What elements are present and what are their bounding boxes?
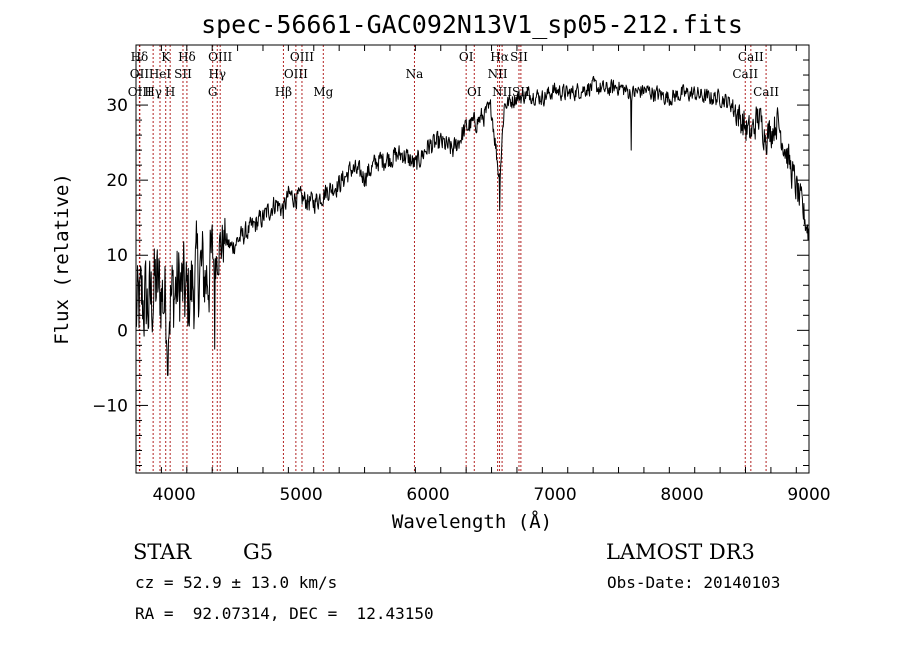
spectrum-line [135, 75, 810, 376]
spectral-line-label: Hγ [144, 85, 162, 99]
x-tick-label: 6000 [406, 485, 449, 505]
x-axis-ticks: 4000 5000 6000 7000 8000 9000 [135, 45, 831, 505]
spectral-line-label: Mg [313, 85, 333, 99]
object-class: STAR [133, 540, 192, 564]
y-tick-label: 0 [117, 321, 128, 341]
redshift-value: cz = 52.9 ± 13.0 km/s [135, 573, 337, 592]
y-tick-label: 10 [106, 246, 128, 266]
spectral-line-label: SII [510, 50, 528, 64]
spectral-line-label: NII [488, 67, 508, 81]
spectral-line-label: OI [467, 85, 482, 99]
plot-frame [135, 44, 810, 474]
x-tick-label: 8000 [660, 485, 703, 505]
subclass: G5 [243, 540, 273, 564]
x-tick-label: 4000 [152, 485, 195, 505]
spectral-line-label: CaII [753, 85, 779, 99]
spectral-line-label: HeI [149, 67, 172, 81]
spectral-line-label: Na [406, 67, 424, 81]
spectral-line-label: OI [459, 50, 474, 64]
spectral-line-label: K [161, 50, 171, 64]
spectral-line-label: H [165, 85, 175, 99]
spectral-line-label: SII [174, 67, 192, 81]
survey-name: LAMOST DR3 [606, 540, 755, 564]
chart-title: spec-56661-GAC092N13V1_sp05-212.fits [201, 10, 743, 39]
spectral-line-label: OII [130, 67, 150, 81]
x-tick-label: 5000 [279, 485, 322, 505]
observation-date: Obs-Date: 20140103 [607, 573, 780, 592]
spectral-line-label: Hα [490, 50, 509, 64]
spectral-line-label: OIII [290, 50, 314, 64]
spectral-line-label: Hβ [275, 85, 292, 99]
coordinates: RA = 92.07314, DEC = 12.43150 [135, 604, 434, 623]
x-axis-label: Wavelength (Å) [392, 510, 552, 533]
spectral-line-label: Hδ [131, 50, 149, 64]
spectral-line-label: OIII [128, 85, 152, 99]
x-tick-label: 9000 [787, 485, 830, 505]
y-axis-label: Flux (relative) [51, 173, 73, 345]
y-tick-label: 30 [106, 96, 128, 116]
spectral-line-label: OIII [284, 67, 308, 81]
spectral-line-markers [138, 45, 767, 473]
spectral-line-label: Hγ [208, 67, 226, 81]
spectral-line-label: G [208, 85, 218, 99]
x-tick-label: 7000 [533, 485, 576, 505]
y-tick-label: −10 [92, 396, 128, 416]
spectral-line-label: CaII [738, 50, 764, 64]
y-tick-label: 20 [106, 171, 128, 191]
spectral-line-label: NII [492, 85, 512, 99]
spectral-line-label: CaII [732, 67, 758, 81]
spectral-line-label: Hδ [178, 50, 196, 64]
spectral-line-label: OIII [208, 50, 232, 64]
y-axis-ticks: −10 0 10 20 30 [92, 44, 809, 466]
